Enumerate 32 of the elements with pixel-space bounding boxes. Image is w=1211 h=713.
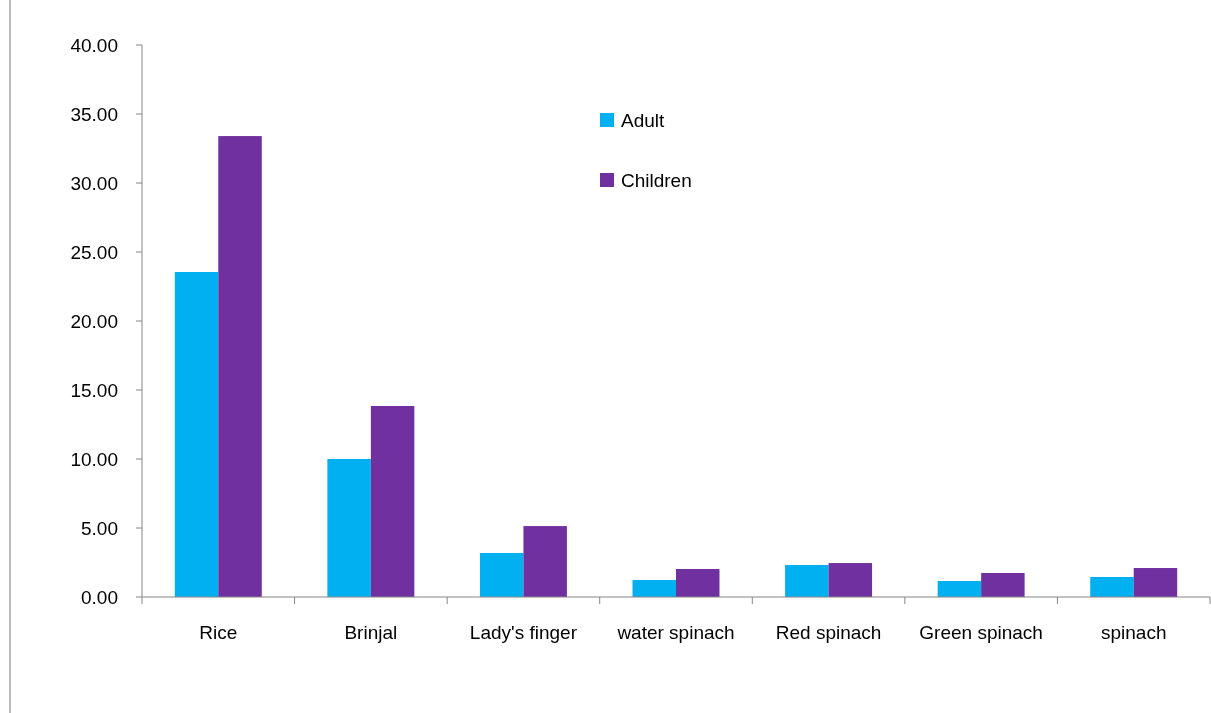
bar — [828, 563, 873, 597]
legend-label: Children — [621, 169, 692, 191]
x-tick-label: Lady's finger — [469, 622, 578, 643]
bar — [937, 580, 982, 597]
x-tick-label: Red spinach — [775, 622, 882, 643]
x-tick-label: Brinjal — [344, 622, 398, 643]
y-tick-label: 0.00 — [81, 586, 118, 608]
bar — [523, 526, 567, 597]
bar — [676, 568, 720, 597]
x-tick-label: Green spinach — [919, 622, 1043, 643]
x-tick-label: spinach — [1100, 622, 1167, 643]
y-tick-label: 5.00 — [81, 517, 118, 539]
y-tick-label: 25.00 — [70, 241, 118, 263]
bar — [370, 406, 415, 597]
y-tick-label: 40.00 — [70, 34, 118, 56]
bar — [785, 564, 829, 597]
bar — [327, 459, 371, 597]
bar — [1090, 576, 1134, 597]
bar — [632, 580, 676, 597]
bar — [981, 572, 1025, 597]
y-tick-label: 30.00 — [70, 172, 118, 194]
y-tick-label: 15.00 — [70, 379, 118, 401]
bar — [479, 552, 524, 597]
y-tick-label: 10.00 — [70, 448, 118, 470]
bar — [218, 136, 262, 597]
legend-label: Adult — [621, 109, 666, 131]
x-tick-label: water spinach — [616, 622, 735, 643]
x-tick-label: Rice — [199, 622, 238, 643]
bar — [174, 272, 219, 597]
y-tick-label: 35.00 — [70, 103, 118, 125]
bar — [1133, 568, 1178, 597]
y-tick-label: 20.00 — [70, 310, 118, 332]
